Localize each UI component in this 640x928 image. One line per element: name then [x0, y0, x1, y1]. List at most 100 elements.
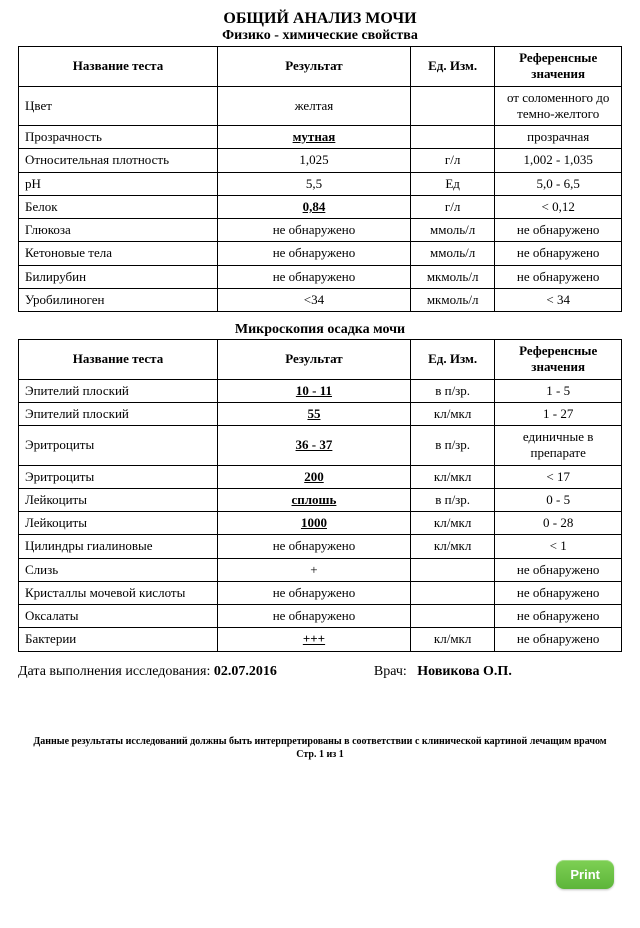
table-row: Кристаллы мочевой кислотыне обнаруженоне… [19, 581, 622, 604]
cell-unit: Ед [410, 172, 494, 195]
table-row: Эпителий плоский10 - 11в п/зр.1 - 5 [19, 379, 622, 402]
cell-name: Лейкоциты [19, 488, 218, 511]
cell-result: 200 [217, 465, 410, 488]
print-button[interactable]: Print [556, 860, 614, 889]
cell-ref: единичные в препарате [495, 426, 622, 466]
cell-unit [410, 126, 494, 149]
footnote-line2: Стр. 1 из 1 [18, 748, 622, 761]
cell-unit: ммоль/л [410, 219, 494, 242]
table-row: Слизь+ не обнаружено [19, 558, 622, 581]
cell-name: Глюкоза [19, 219, 218, 242]
meta-line: Дата выполнения исследования: 02.07.2016… [18, 664, 622, 680]
header-name: Название теста [19, 340, 218, 380]
cell-result: желтая [217, 86, 410, 126]
cell-name: Относительная плотность [19, 149, 218, 172]
cell-unit [410, 581, 494, 604]
cell-unit: кл/мкл [410, 465, 494, 488]
table-row: Оксалатыне обнаруженоне обнаружено [19, 605, 622, 628]
cell-result: <34 [217, 288, 410, 311]
cell-ref: < 1 [495, 535, 622, 558]
cell-ref: не обнаружено [495, 605, 622, 628]
cell-unit [410, 86, 494, 126]
cell-name: Эритроциты [19, 465, 218, 488]
header-ref: Референсные значения [495, 47, 622, 87]
report-title: ОБЩИЙ АНАЛИЗ МОЧИ [18, 10, 622, 28]
cell-ref: 0 - 28 [495, 512, 622, 535]
cell-unit: кл/мкл [410, 628, 494, 651]
cell-name: Цвет [19, 86, 218, 126]
cell-ref: 5,0 - 6,5 [495, 172, 622, 195]
cell-ref: < 34 [495, 288, 622, 311]
cell-unit [410, 558, 494, 581]
cell-ref: от соломенного до темно-желтого [495, 86, 622, 126]
cell-unit: кл/мкл [410, 402, 494, 425]
table-row: Цилиндры гиалиновыене обнаруженокл/мкл< … [19, 535, 622, 558]
cell-result: 5,5 [217, 172, 410, 195]
header-name: Название теста [19, 47, 218, 87]
table-row: Уробилиноген<34мкмоль/л< 34 [19, 288, 622, 311]
doctor-label: Врач: [374, 664, 407, 679]
table-row: Лейкоциты1000кл/мкл0 - 28 [19, 512, 622, 535]
cell-name: Слизь [19, 558, 218, 581]
footnote: Данные результаты исследований должны бы… [18, 735, 622, 761]
cell-name: Эпителий плоский [19, 402, 218, 425]
cell-name: Белок [19, 195, 218, 218]
date-label: Дата выполнения исследования: [18, 664, 210, 679]
cell-result: 1000 [217, 512, 410, 535]
table-row: Эпителий плоский55кл/мкл1 - 27 [19, 402, 622, 425]
cell-result: не обнаружено [217, 605, 410, 628]
cell-name: Кристаллы мочевой кислоты [19, 581, 218, 604]
table-row: Цветжелтая от соломенного до темно-желтог… [19, 86, 622, 126]
section2-table: Название теста Результат Ед. Изм. Рефере… [18, 339, 622, 652]
cell-ref: 1 - 27 [495, 402, 622, 425]
cell-result: не обнаружено [217, 265, 410, 288]
cell-ref: 1,002 - 1,035 [495, 149, 622, 172]
cell-ref: прозрачная [495, 126, 622, 149]
cell-ref: не обнаружено [495, 265, 622, 288]
cell-unit: в п/зр. [410, 426, 494, 466]
cell-unit: кл/мкл [410, 512, 494, 535]
header-unit: Ед. Изм. [410, 340, 494, 380]
cell-name: Оксалаты [19, 605, 218, 628]
table-row: Эритроциты36 - 37в п/зр.единичные в преп… [19, 426, 622, 466]
cell-unit: в п/зр. [410, 379, 494, 402]
cell-result: не обнаружено [217, 242, 410, 265]
cell-unit: г/л [410, 149, 494, 172]
table-header-row: Название теста Результат Ед. Изм. Рефере… [19, 340, 622, 380]
cell-name: Прозрачность [19, 126, 218, 149]
table-row: Кетоновые телане обнаруженоммоль/лне обн… [19, 242, 622, 265]
date-value: 02.07.2016 [214, 664, 277, 679]
table-header-row: Название теста Результат Ед. Изм. Рефере… [19, 47, 622, 87]
cell-result: 36 - 37 [217, 426, 410, 466]
cell-result: +++ [217, 628, 410, 651]
table-row: рН5,5Ед5,0 - 6,5 [19, 172, 622, 195]
cell-result: 55 [217, 402, 410, 425]
table-row: Прозрачностьмутнаяпрозрачная [19, 126, 622, 149]
cell-ref: не обнаружено [495, 242, 622, 265]
cell-name: Билирубин [19, 265, 218, 288]
table-row: Билирубинне обнаруженомкмоль/лне обнаруж… [19, 265, 622, 288]
cell-name: Бактерии [19, 628, 218, 651]
cell-result: 0,84 [217, 195, 410, 218]
cell-ref: < 0,12 [495, 195, 622, 218]
header-result: Результат [217, 47, 410, 87]
table-row: Эритроциты200кл/мкл< 17 [19, 465, 622, 488]
cell-unit: ммоль/л [410, 242, 494, 265]
cell-ref: не обнаружено [495, 581, 622, 604]
cell-name: Цилиндры гиалиновые [19, 535, 218, 558]
cell-result: + [217, 558, 410, 581]
table-row: Относительная плотность1,025г/л1,002 - 1… [19, 149, 622, 172]
table-row: Белок0,84г/л< 0,12 [19, 195, 622, 218]
cell-result: не обнаружено [217, 535, 410, 558]
cell-unit: мкмоль/л [410, 288, 494, 311]
cell-result: 10 - 11 [217, 379, 410, 402]
header-ref: Референсные значения [495, 340, 622, 380]
cell-ref: 0 - 5 [495, 488, 622, 511]
cell-unit: г/л [410, 195, 494, 218]
table-row: Бактерии+++кл/мклне обнаружено [19, 628, 622, 651]
table-row: Лейкоцитысплошьв п/зр.0 - 5 [19, 488, 622, 511]
cell-ref: не обнаружено [495, 219, 622, 242]
doctor-value: Новикова О.П. [417, 664, 512, 679]
cell-ref: не обнаружено [495, 558, 622, 581]
cell-name: Эпителий плоский [19, 379, 218, 402]
